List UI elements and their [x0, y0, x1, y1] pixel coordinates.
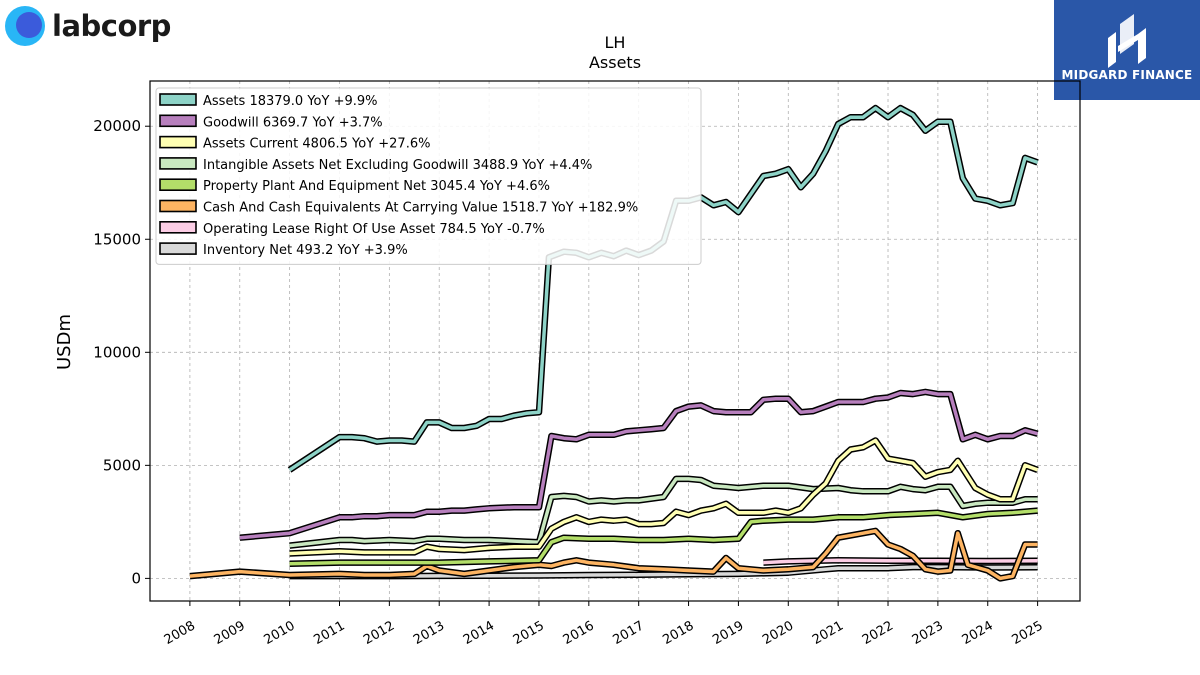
series-line-operating-lease-right-of-use-asset — [763, 558, 1038, 565]
midgard-logo-icon — [1108, 14, 1146, 68]
legend-swatch — [159, 221, 197, 234]
series-line-goodwill — [239, 390, 1039, 540]
x-tick-label: 2021 — [810, 618, 846, 648]
legend-swatch — [159, 199, 197, 213]
chart-subtitle: Assets — [589, 53, 641, 72]
x-tick-label: 2019 — [710, 618, 746, 648]
series-line-intangible-assets-net-excluding-goodwill — [289, 477, 1038, 548]
logo-text: labcorp — [52, 9, 171, 43]
y-tick-label: 0 — [131, 569, 141, 587]
y-tick-label: 5000 — [103, 456, 141, 474]
legend-box — [155, 87, 702, 265]
series-outline-property-plant-and-equipment-net — [289, 507, 1038, 567]
x-tick-label: 2024 — [960, 618, 996, 648]
legend-entry: Assets Current 4806.5 YoY +27.6% — [203, 137, 430, 152]
x-tick-label: 2022 — [860, 618, 896, 648]
x-tick-label: 2009 — [212, 618, 248, 648]
legend-swatch — [159, 93, 197, 106]
badge-text: MIDGARD FINANCE — [1061, 68, 1193, 82]
legend-entry: Intangible Assets Net Excluding Goodwill… — [203, 158, 592, 173]
x-tick-label: 2010 — [261, 618, 297, 648]
legend-entry: Goodwill 6369.7 YoY +3.7% — [203, 115, 383, 130]
x-tick-label: 2018 — [660, 618, 696, 648]
series-line-assets-current — [289, 438, 1039, 556]
legend-swatch — [159, 242, 197, 255]
x-tick-label: 2012 — [361, 618, 397, 648]
x-tick-label: 2014 — [461, 618, 497, 648]
labcorp-logo: labcorp — [4, 4, 171, 48]
y-axis-label: USDm — [54, 314, 75, 370]
legend-swatch — [159, 135, 197, 149]
legend-swatch — [159, 178, 197, 191]
series-line-property-plant-and-equipment-net — [289, 508, 1038, 566]
x-tick-label: 2015 — [511, 618, 547, 648]
y-tick-label: 20000 — [93, 117, 141, 135]
y-tick-label: 15000 — [93, 230, 141, 248]
x-tick-label: 2020 — [760, 618, 796, 648]
x-tick-label: 2017 — [611, 618, 647, 648]
legend-entry: Assets 18379.0 YoY +9.9% — [203, 94, 378, 109]
legend-swatch — [159, 114, 197, 128]
x-tick-label: 2008 — [162, 618, 198, 648]
x-tick-label: 2013 — [411, 618, 447, 648]
plot-frame — [149, 80, 1081, 602]
x-tick-label: 2023 — [910, 618, 946, 648]
series-lines — [189, 104, 1039, 582]
legend-entry: Operating Lease Right Of Use Asset 784.5… — [203, 222, 545, 237]
legend-entry: Cash And Cash Equivalents At Carrying Va… — [203, 201, 638, 216]
legend: Assets 18379.0 YoY +9.9% Goodwill 6369.7 … — [155, 87, 702, 265]
legend-entry: Inventory Net 493.2 YoY +3.9% — [203, 243, 408, 258]
chart-title: LH — [605, 33, 626, 52]
y-tick-label: 10000 — [93, 343, 141, 361]
midgard-finance-badge: MIDGARD FINANCE — [1054, 0, 1200, 100]
series-line-cash-and-cash-equivalents-at-carrying-value — [189, 529, 1038, 581]
legend-entry: Property Plant And Equipment Net 3045.4 … — [203, 179, 550, 194]
x-tick-label: 2025 — [1009, 618, 1045, 648]
x-tick-label: 2016 — [561, 618, 597, 648]
legend-swatch — [159, 157, 197, 170]
x-tick-label: 2011 — [311, 618, 347, 648]
labcorp-logo-icon — [5, 6, 45, 46]
